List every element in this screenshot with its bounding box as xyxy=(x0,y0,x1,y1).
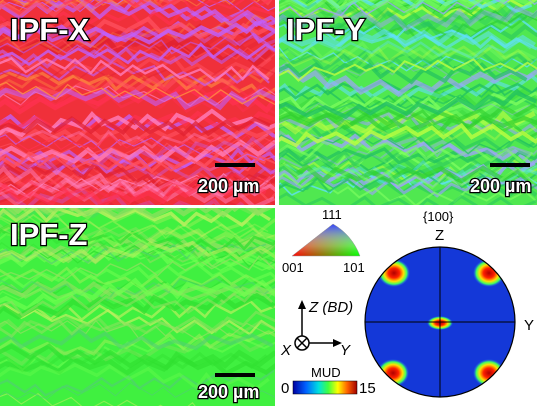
ipf-triangle-shade xyxy=(292,224,360,256)
pole-axis-label: Y xyxy=(524,317,534,334)
axis-label: Z (BD) xyxy=(308,299,353,316)
triangle-label: 101 xyxy=(343,260,365,275)
colorbar-title: MUD xyxy=(311,365,341,380)
triangle-label: 001 xyxy=(282,260,304,275)
scale-label: 200 µm xyxy=(198,382,259,402)
axis-label: Y xyxy=(340,342,351,359)
figure: IPF-X 200 µm IPF-Y 200 µm IPF-Z 200 µm 1… xyxy=(0,0,537,406)
scale-label: 200 µm xyxy=(470,176,531,196)
pole-figure-title: {100} xyxy=(423,209,454,224)
panel-label: IPF-X xyxy=(10,12,90,47)
triangle-label: 111 xyxy=(322,207,342,222)
colorbar-max: 15 xyxy=(359,380,376,397)
panel-label: IPF-Z xyxy=(10,217,88,252)
pole-axis-label: Z xyxy=(435,227,444,244)
panel-label: IPF-Y xyxy=(286,12,366,47)
axis-label: X xyxy=(280,342,292,359)
scale-label: 200 µm xyxy=(198,176,259,196)
colorbar-min: 0 xyxy=(281,380,289,397)
colorbar xyxy=(293,381,357,394)
